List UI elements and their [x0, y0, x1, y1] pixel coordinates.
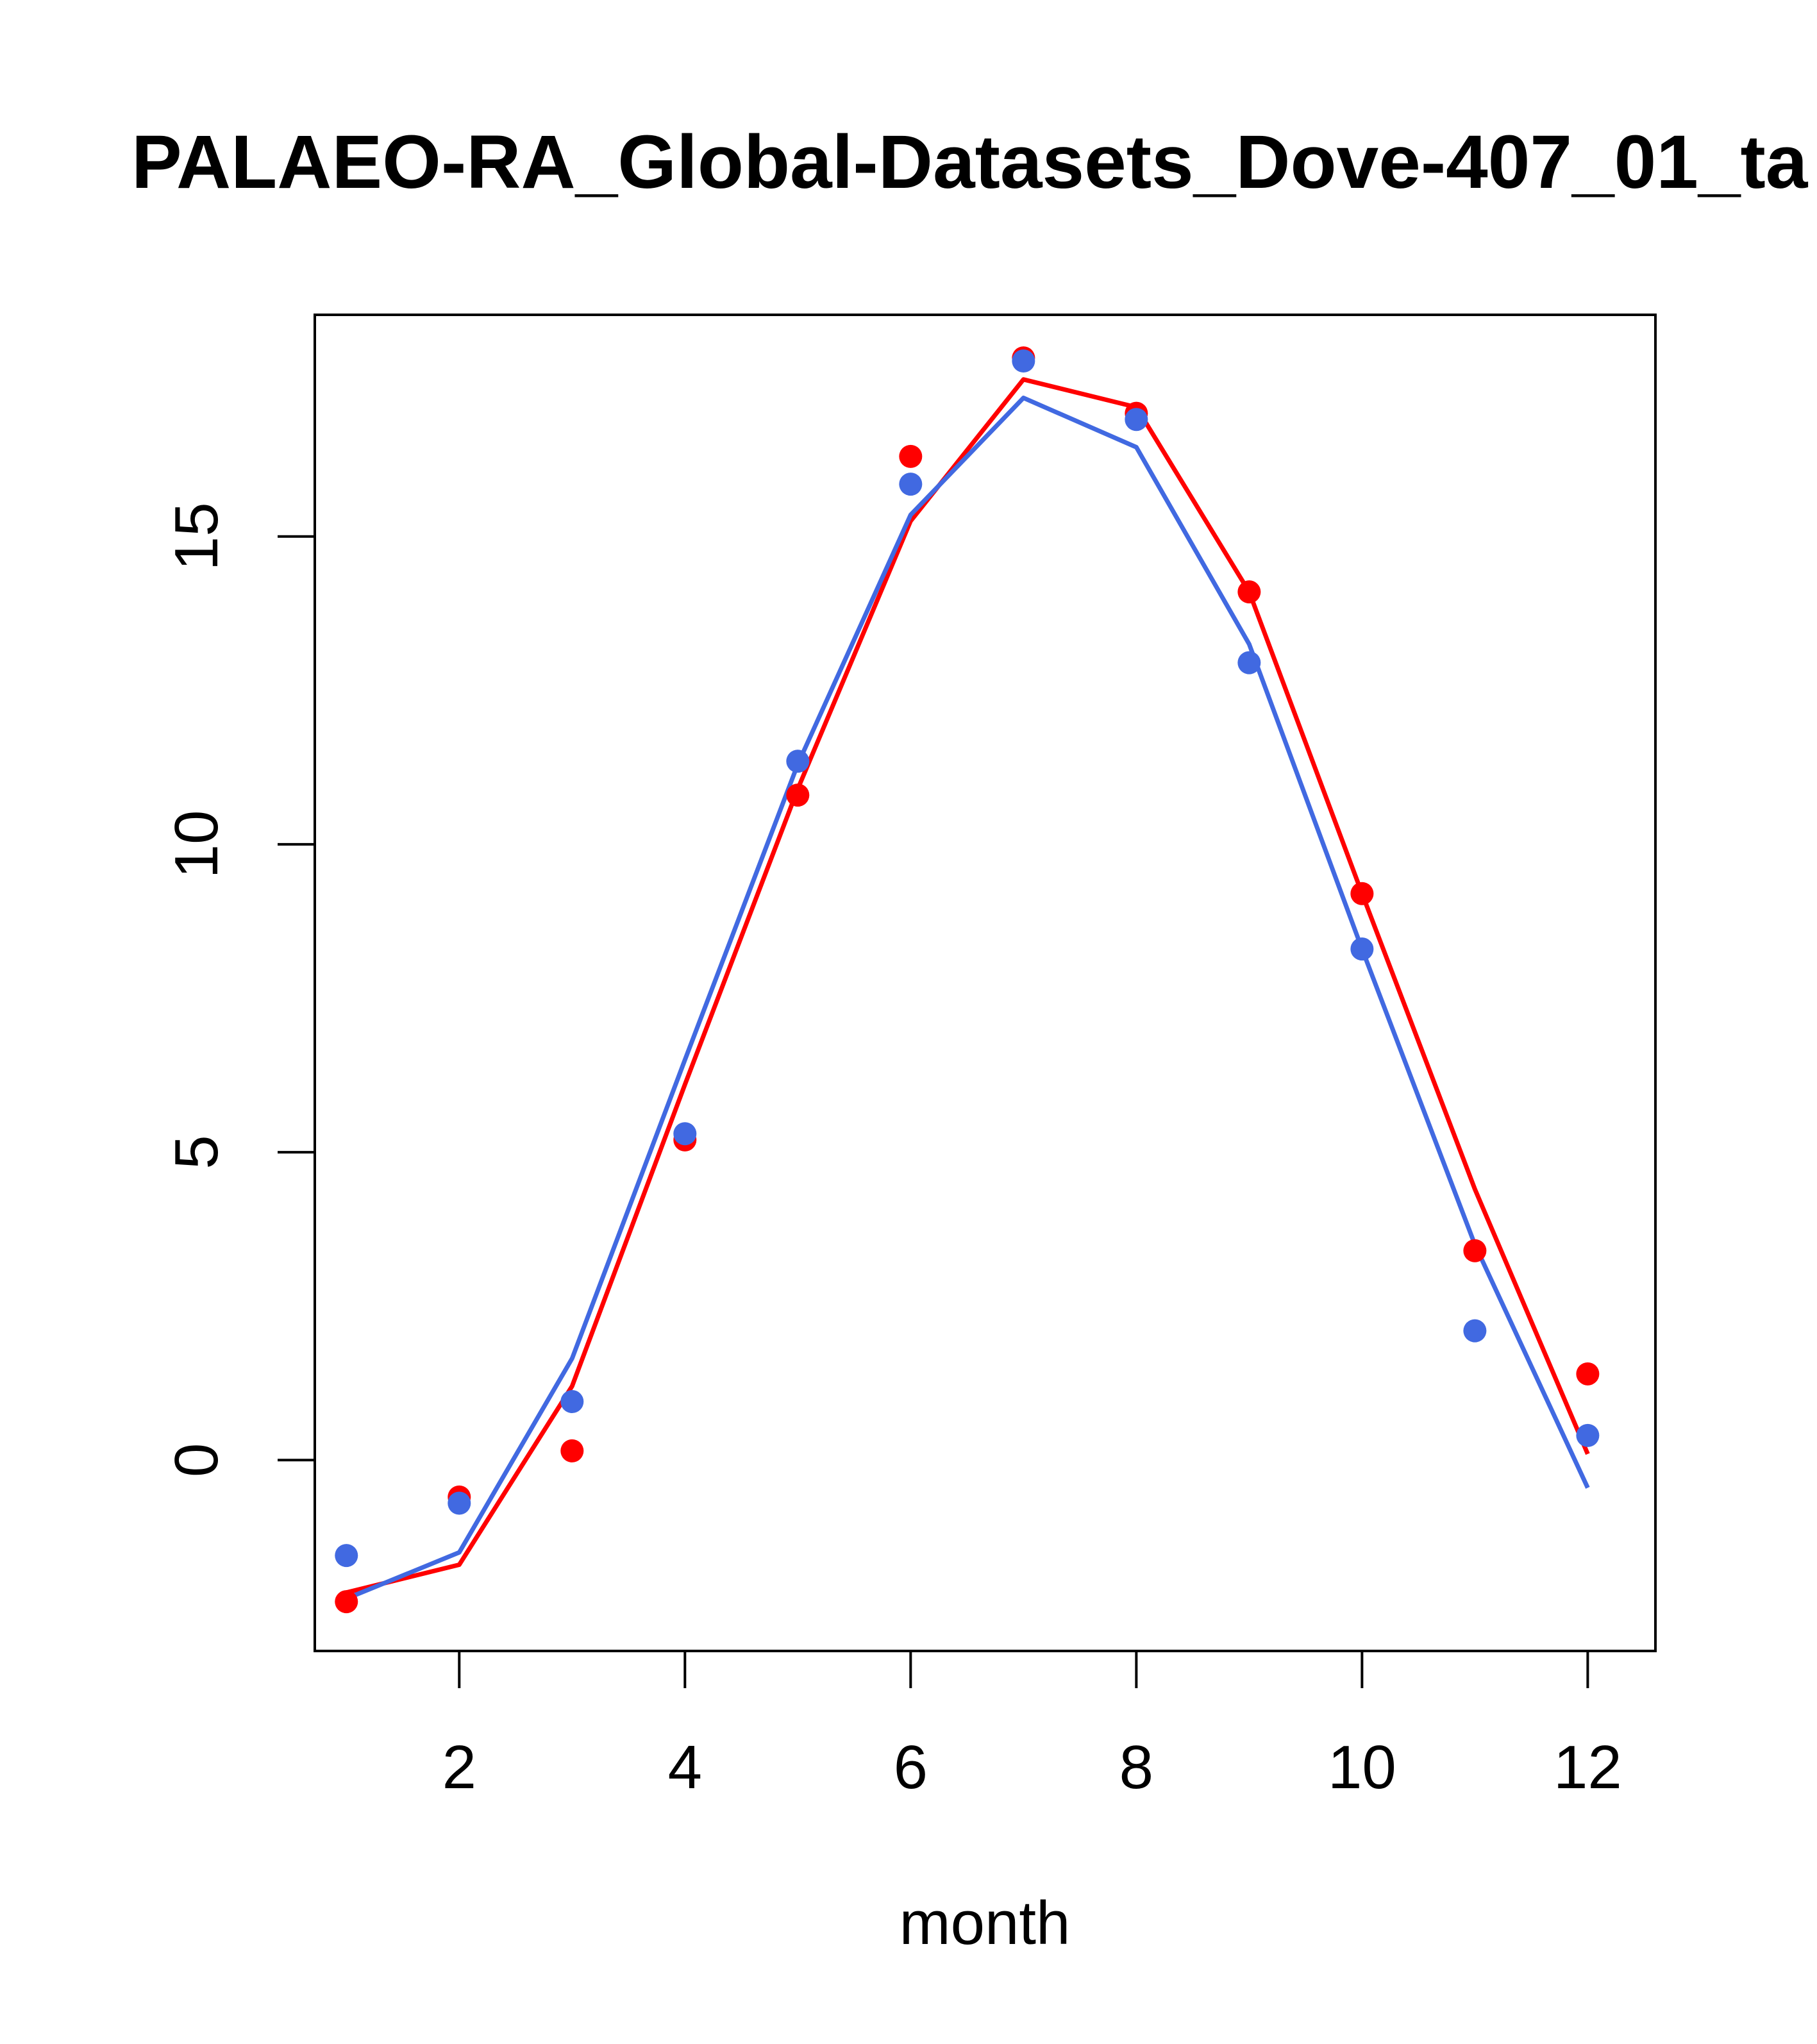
x-tick-label: 6 — [894, 1733, 928, 1802]
series-point-2 — [1237, 651, 1261, 674]
x-tick-label: 2 — [442, 1733, 476, 1802]
y-tick-label: 15 — [162, 502, 231, 571]
series-point-1 — [1350, 882, 1374, 905]
series-point-1 — [560, 1439, 584, 1462]
series-point-2 — [335, 1544, 358, 1568]
series-point-1 — [1463, 1239, 1487, 1262]
series-point-1 — [1237, 580, 1261, 604]
x-axis-label: month — [900, 1889, 1071, 1957]
series-point-2 — [448, 1491, 471, 1515]
series-line-2 — [345, 396, 1590, 1601]
plot-area: 2 4 6 8 10 12 0 5 10 15 — [162, 314, 1657, 1802]
series-point-2 — [1125, 408, 1148, 431]
series-point-2 — [899, 473, 923, 496]
plot-frame — [314, 314, 1657, 1652]
series-point-1 — [899, 444, 923, 468]
series-point-2 — [560, 1390, 584, 1414]
series-point-2 — [673, 1122, 697, 1146]
y-tick-label: 0 — [162, 1443, 231, 1477]
series-point-2 — [1463, 1319, 1487, 1343]
series-point-1 — [1576, 1362, 1600, 1386]
x-tick-label: 10 — [1328, 1733, 1396, 1802]
x-tick-label: 8 — [1119, 1733, 1153, 1802]
series-point-2 — [786, 750, 810, 773]
x-tick-label: 12 — [1553, 1733, 1622, 1802]
y-tick-label: 10 — [162, 810, 231, 879]
series-point-2 — [1012, 349, 1035, 373]
series-point-2 — [1576, 1423, 1600, 1447]
series-point-2 — [1350, 937, 1374, 961]
series-point-1 — [335, 1590, 358, 1614]
series-line-1 — [346, 377, 1590, 1595]
x-tick-label: 4 — [668, 1733, 702, 1802]
series-point-1 — [786, 783, 810, 807]
chart-title: PALAEO-RA_Global-Datasets_Dove-407_01_ta — [131, 120, 1809, 205]
y-tick-label: 5 — [162, 1135, 231, 1169]
